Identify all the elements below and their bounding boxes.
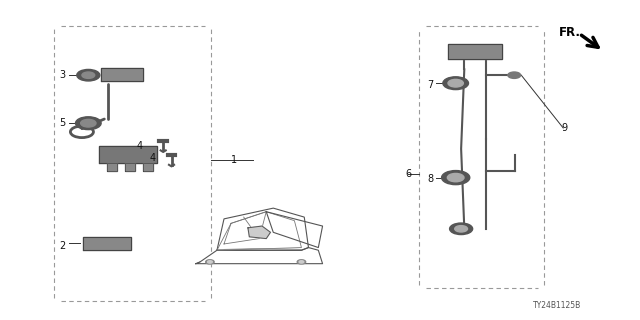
Circle shape <box>77 69 100 81</box>
Polygon shape <box>196 248 323 264</box>
Circle shape <box>454 226 467 232</box>
Circle shape <box>81 119 96 127</box>
Polygon shape <box>248 226 271 239</box>
Text: 1: 1 <box>230 155 237 165</box>
Text: 5: 5 <box>60 118 66 128</box>
Text: 2: 2 <box>60 241 66 252</box>
Text: FR.: FR. <box>559 26 580 38</box>
Circle shape <box>508 72 521 78</box>
Circle shape <box>447 173 464 182</box>
Text: 4: 4 <box>149 153 156 164</box>
Polygon shape <box>448 44 502 59</box>
Circle shape <box>76 117 101 130</box>
Circle shape <box>207 261 212 263</box>
Circle shape <box>448 79 463 87</box>
Text: 4: 4 <box>136 140 143 151</box>
Circle shape <box>443 77 468 90</box>
Text: 7: 7 <box>427 80 433 90</box>
Polygon shape <box>217 208 308 250</box>
Bar <box>125 163 135 171</box>
Text: 3: 3 <box>60 70 66 80</box>
Polygon shape <box>101 68 143 81</box>
Circle shape <box>299 261 304 263</box>
Text: 9: 9 <box>561 123 568 133</box>
Circle shape <box>82 72 95 78</box>
Circle shape <box>205 260 214 264</box>
Polygon shape <box>99 146 157 163</box>
Polygon shape <box>83 237 131 250</box>
Bar <box>143 163 153 171</box>
Circle shape <box>297 260 306 264</box>
Text: TY24B1125B: TY24B1125B <box>532 301 581 310</box>
Text: 6: 6 <box>405 169 412 180</box>
Circle shape <box>449 223 472 235</box>
Bar <box>107 163 117 171</box>
Text: 8: 8 <box>427 174 433 184</box>
Circle shape <box>442 171 470 185</box>
